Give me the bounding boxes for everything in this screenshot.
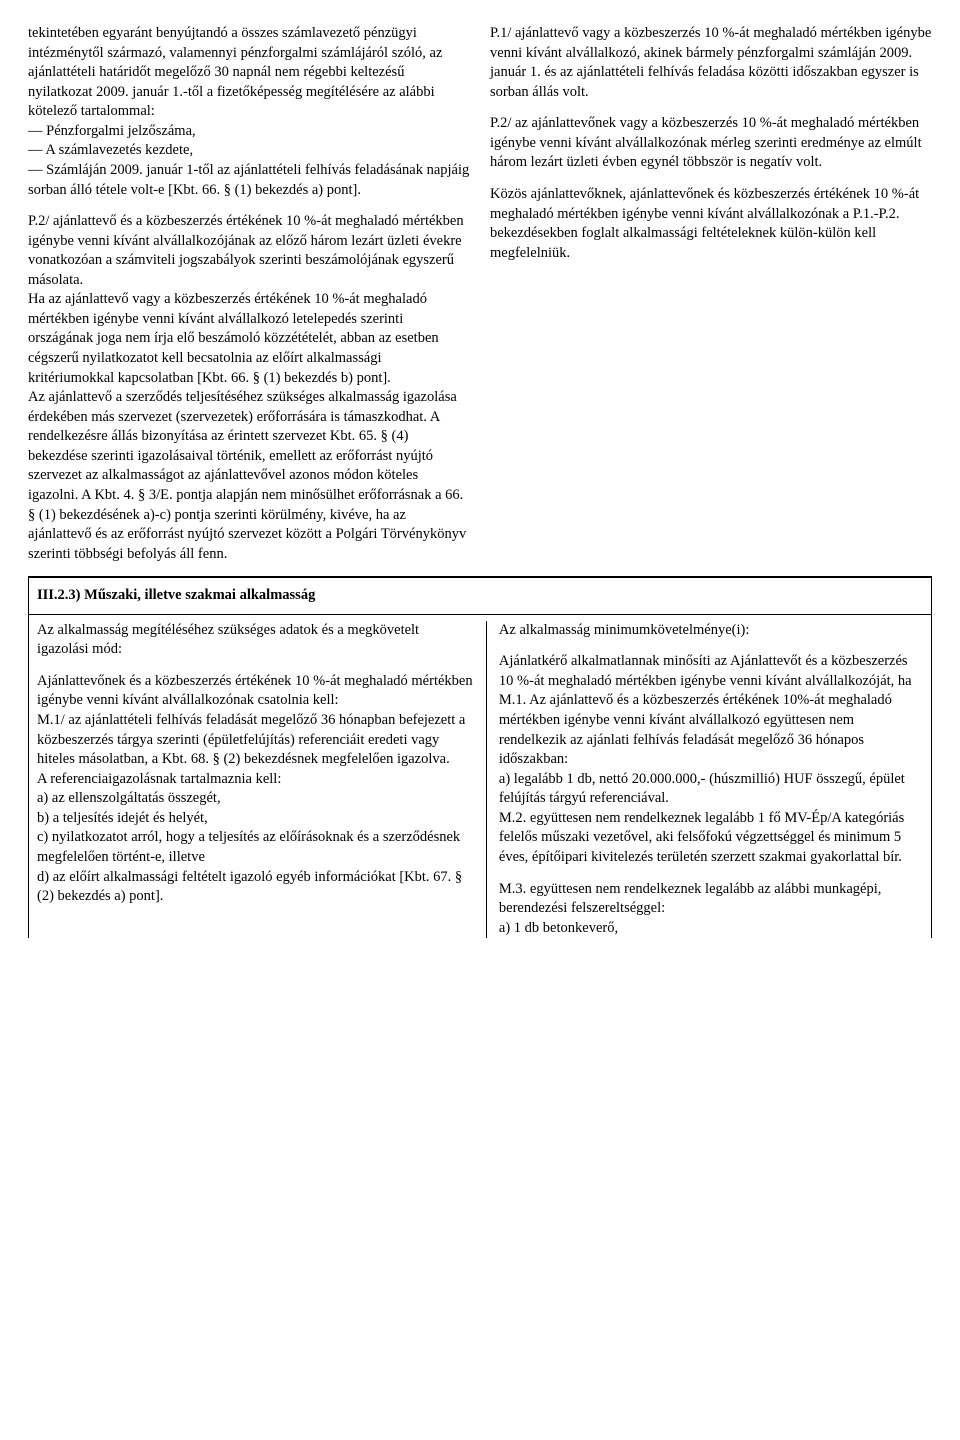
text: — Pénzforgalmi jelzőszáma, <box>28 122 470 142</box>
text: P.1/ ajánlattevő vagy a közbeszerzés 10 … <box>490 24 932 102</box>
text: M.1/ az ajánlattételi felhívás feladását… <box>37 711 474 770</box>
text: P.2/ az ajánlattevőnek vagy a közbeszerz… <box>490 114 932 173</box>
upper-right-column: P.1/ ajánlattevő vagy a közbeszerzés 10 … <box>490 24 932 564</box>
upper-two-column: tekintetében egyaránt benyújtandó a össz… <box>28 24 932 564</box>
lower-two-column: Az alkalmasság megítéléséhez szükséges a… <box>28 615 932 938</box>
text: d) az előírt alkalmassági feltételt igaz… <box>37 868 474 907</box>
text: c) nyilatkozatot arról, hogy a teljesíté… <box>37 828 474 867</box>
lower-right-column: Az alkalmasság minimumkövetelménye(i): A… <box>486 621 923 938</box>
text: Az ajánlattevő a szerződés teljesítéséhe… <box>28 388 470 564</box>
upper-left-column: tekintetében egyaránt benyújtandó a össz… <box>28 24 470 564</box>
text: Ajánlatkérő alkalmatlannak minősíti az A… <box>499 652 923 691</box>
text: M.3. együttesen nem rendelkeznek legaláb… <box>499 880 923 919</box>
text: Az alkalmasság megítéléséhez szükséges a… <box>37 621 474 660</box>
text: Közös ajánlattevőknek, ajánlattevőnek és… <box>490 185 932 263</box>
text: a) az ellenszolgáltatás összegét, <box>37 789 474 809</box>
text: a) 1 db betonkeverő, <box>499 919 923 939</box>
text: — Számláján 2009. január 1-től az ajánla… <box>28 161 470 200</box>
text: P.2/ ajánlattevő és a közbeszerzés érték… <box>28 212 470 290</box>
text: b) a teljesítés idejét és helyét, <box>37 809 474 829</box>
text: Ha az ajánlattevő vagy a közbeszerzés ér… <box>28 290 470 388</box>
text: Az alkalmasság minimumkövetelménye(i): <box>499 621 923 641</box>
text: tekintetében egyaránt benyújtandó a össz… <box>28 24 470 122</box>
text: M.1. Az ajánlattevő és a közbeszerzés ér… <box>499 691 923 769</box>
text: Ajánlattevőnek és a közbeszerzés értékén… <box>37 672 474 711</box>
text: — A számlavezetés kezdete, <box>28 141 470 161</box>
text: A referenciaigazolásnak tartalmaznia kel… <box>37 770 474 790</box>
lower-left-column: Az alkalmasság megítéléséhez szükséges a… <box>37 621 474 938</box>
section-iii-2-3: III.2.3) Műszaki, illetve szakmai alkalm… <box>28 576 932 938</box>
text: a) legalább 1 db, nettó 20.000.000,- (hú… <box>499 770 923 809</box>
section-heading: III.2.3) Műszaki, illetve szakmai alkalm… <box>28 577 932 615</box>
text: M.2. együttesen nem rendelkeznek legaláb… <box>499 809 923 868</box>
